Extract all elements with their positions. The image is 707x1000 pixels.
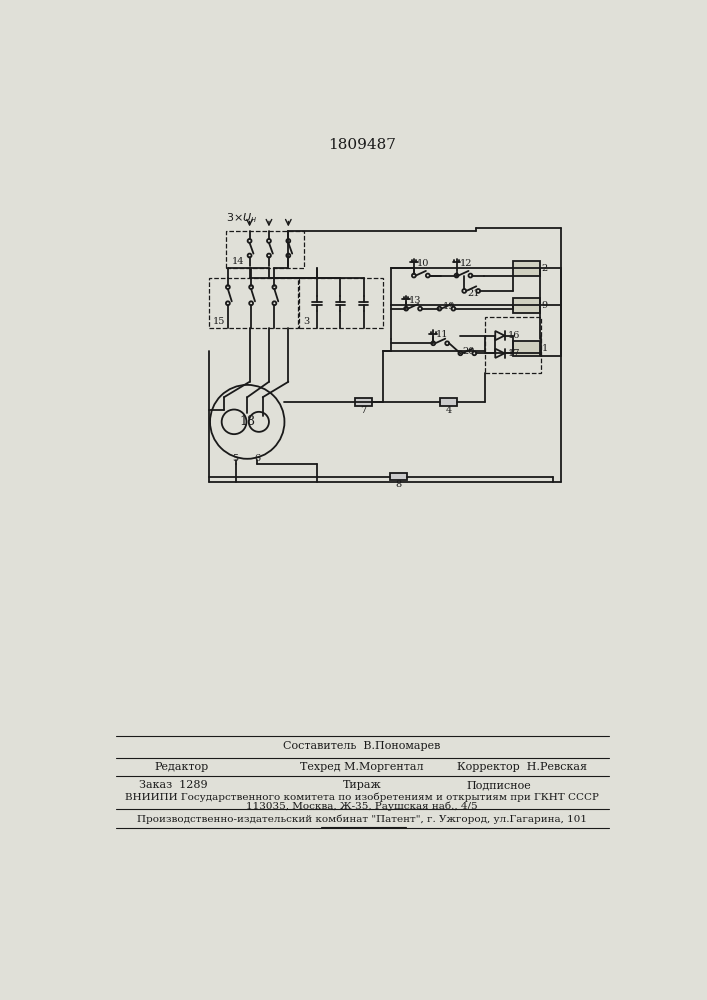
- Text: 1: 1: [542, 344, 548, 353]
- Bar: [209, 278, 298, 328]
- Text: 21: 21: [467, 289, 480, 298]
- Text: 6: 6: [255, 454, 260, 463]
- Text: 15: 15: [212, 317, 225, 326]
- Bar: [513, 261, 540, 276]
- Text: 9: 9: [542, 301, 548, 310]
- Text: 8: 8: [395, 480, 402, 489]
- Text: 14: 14: [232, 257, 244, 266]
- Bar: [390, 473, 407, 480]
- Text: 13: 13: [409, 296, 421, 305]
- Text: 18: 18: [239, 415, 255, 428]
- Text: 19: 19: [443, 302, 455, 311]
- Text: Производственно-издательский комбинат "Патент", г. Ужгород, ул.Гагарина, 101: Производственно-издательский комбинат "П…: [137, 814, 587, 824]
- Bar: [355, 398, 372, 406]
- Text: ВНИИПИ Государственного комитета по изобретениям и открытиям при ГКНТ СССР: ВНИИПИ Государственного комитета по изоб…: [125, 792, 599, 802]
- Bar: [513, 298, 540, 313]
- Text: 3: 3: [303, 317, 309, 326]
- Text: Заказ  1289: Заказ 1289: [139, 780, 208, 790]
- Text: 2: 2: [542, 264, 548, 273]
- Text: 11: 11: [436, 330, 448, 339]
- Bar: [226, 231, 304, 268]
- Text: 4: 4: [445, 406, 452, 415]
- Text: 7: 7: [361, 406, 367, 415]
- Text: 113035, Москва, Ж-35, Раушская наб., 4/5: 113035, Москва, Ж-35, Раушская наб., 4/5: [246, 801, 478, 811]
- Text: 1809487: 1809487: [328, 138, 396, 152]
- Text: 5: 5: [233, 454, 239, 463]
- Bar: [440, 398, 457, 406]
- Text: 20: 20: [462, 347, 475, 356]
- Text: Корректор  Н.Ревская: Корректор Н.Ревская: [457, 762, 588, 772]
- Text: $3{\times}U_{н}$: $3{\times}U_{н}$: [226, 212, 257, 225]
- Text: 10: 10: [417, 259, 429, 268]
- Text: 17: 17: [508, 349, 520, 358]
- Text: Подписное: Подписное: [467, 780, 532, 790]
- Text: Редактор: Редактор: [154, 762, 209, 772]
- Text: 12: 12: [460, 259, 472, 268]
- Text: Техред М.Моргентал: Техред М.Моргентал: [300, 762, 423, 772]
- Bar: [485, 317, 541, 373]
- Text: Составитель  В.Пономарев: Составитель В.Пономарев: [284, 741, 440, 751]
- Text: 16: 16: [508, 331, 520, 340]
- Bar: [513, 341, 540, 356]
- Text: Тираж: Тираж: [343, 780, 381, 790]
- Bar: [299, 278, 383, 328]
